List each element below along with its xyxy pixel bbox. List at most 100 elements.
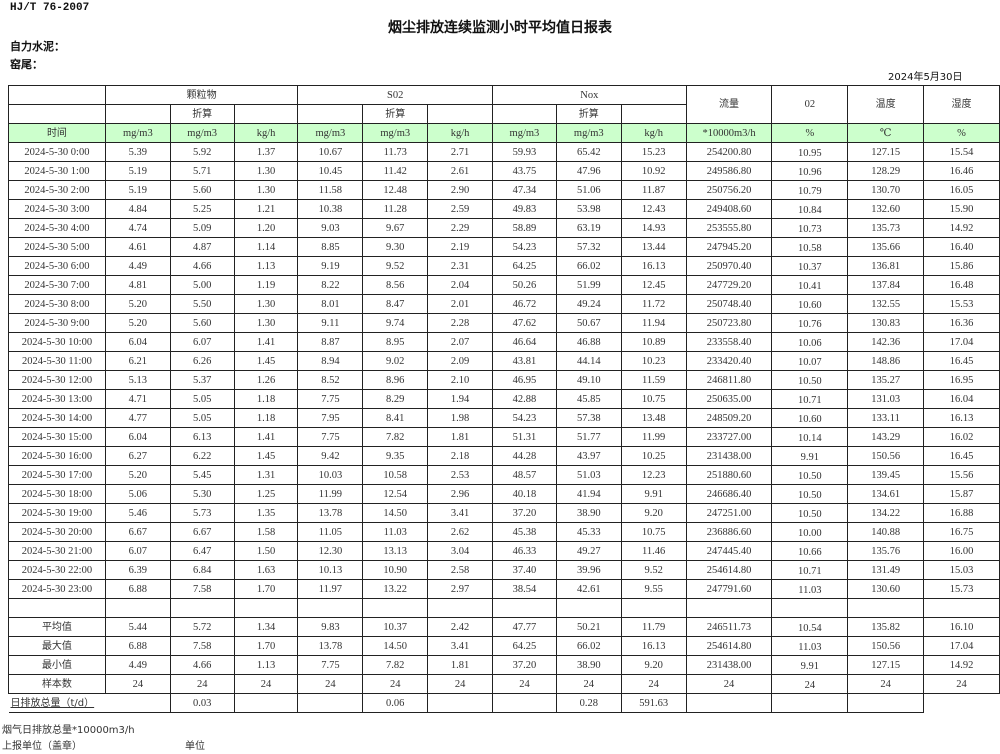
value-cell: 47.62 bbox=[492, 313, 557, 333]
value-cell: 8.52 bbox=[297, 370, 364, 390]
stats-value: 24 bbox=[362, 674, 429, 694]
value-cell: 135.66 bbox=[847, 237, 925, 257]
value-cell: 134.61 bbox=[847, 484, 925, 504]
time-cell: 2024-5-30 22:00 bbox=[8, 560, 106, 580]
value-cell: 47.34 bbox=[492, 180, 557, 200]
table-row: 2024-5-30 23:00 6.88 7.58 1.70 11.97 13.22 2.9… bbox=[8, 579, 1000, 599]
value-cell: 1.45 bbox=[233, 446, 299, 466]
value-cell: 59.93 bbox=[492, 142, 557, 162]
value-cell: 1.30 bbox=[233, 180, 299, 200]
value-cell: 51.99 bbox=[555, 275, 622, 295]
value-cell: 38.54 bbox=[492, 579, 557, 599]
value-cell: 2.58 bbox=[427, 560, 493, 580]
unit-cell: kg/h bbox=[620, 123, 687, 143]
value-cell: 11.46 bbox=[620, 541, 687, 561]
value-cell: 6.04 bbox=[104, 332, 171, 352]
stats-value: 254614.80 bbox=[685, 636, 773, 656]
value-cell: 11.03 bbox=[362, 522, 429, 542]
table-row: 2024-5-30 4:00 4.74 5.09 1.20 9.03 9.67 2.29 58… bbox=[8, 218, 1000, 238]
value-cell: 6.26 bbox=[169, 351, 235, 371]
value-cell: 51.31 bbox=[492, 427, 557, 447]
value-cell: 2.01 bbox=[427, 294, 493, 314]
value-cell: 2.90 bbox=[427, 180, 493, 200]
stats-value: 231438.00 bbox=[685, 655, 773, 675]
value-cell: 16.45 bbox=[923, 351, 1000, 371]
value-cell: 15.87 bbox=[923, 484, 1000, 504]
table-row: 2024-5-30 8:00 5.20 5.50 1.30 8.01 8.47 2.01 46… bbox=[8, 294, 1000, 314]
value-cell: 58.89 bbox=[492, 218, 557, 238]
value-cell: 6.39 bbox=[104, 560, 171, 580]
value-cell: 9.35 bbox=[362, 446, 429, 466]
value-cell: 130.60 bbox=[847, 579, 925, 599]
value-cell: 46.72 bbox=[492, 294, 557, 314]
header-temperature: 温度 bbox=[847, 85, 925, 124]
value-cell: 5.19 bbox=[104, 161, 171, 181]
empty-cell bbox=[233, 598, 299, 618]
value-cell: 135.76 bbox=[847, 541, 925, 561]
value-cell: 5.06 bbox=[104, 484, 171, 504]
value-cell: 2.07 bbox=[427, 332, 493, 352]
value-cell: 16.48 bbox=[923, 275, 1000, 295]
value-cell: 10.90 bbox=[362, 560, 429, 580]
value-cell: 8.41 bbox=[362, 408, 429, 428]
value-cell: 247729.20 bbox=[685, 275, 773, 295]
empty-cell bbox=[427, 598, 493, 618]
value-cell: 17.04 bbox=[923, 332, 1000, 352]
value-cell: 11.28 bbox=[362, 199, 429, 219]
daily-total-value bbox=[847, 693, 925, 713]
time-cell: 2024-5-30 21:00 bbox=[8, 541, 106, 561]
stats-value: 1.81 bbox=[427, 655, 493, 675]
value-cell: 7.75 bbox=[297, 427, 364, 447]
value-cell: 64.25 bbox=[492, 256, 557, 276]
value-cell: 6.21 bbox=[104, 351, 171, 371]
time-cell: 2024-5-30 11:00 bbox=[8, 351, 106, 371]
stats-value: 11.03 bbox=[771, 636, 849, 656]
report-title: 烟尘排放连续监测小时平均值日报表 bbox=[388, 20, 612, 36]
value-cell: 54.23 bbox=[492, 408, 557, 428]
value-cell: 2.97 bbox=[427, 579, 493, 599]
stats-value: 7.58 bbox=[169, 636, 235, 656]
value-cell: 43.81 bbox=[492, 351, 557, 371]
value-cell: 6.04 bbox=[104, 427, 171, 447]
reporter-label: 上报单位（盖章） bbox=[2, 741, 82, 752]
stats-value: 24 bbox=[771, 674, 849, 694]
value-cell: 1.94 bbox=[427, 389, 493, 409]
value-cell: 142.36 bbox=[847, 332, 925, 352]
time-cell: 2024-5-30 20:00 bbox=[8, 522, 106, 542]
stats-value: 24 bbox=[104, 674, 171, 694]
stats-value: 24 bbox=[847, 674, 925, 694]
value-cell: 2.53 bbox=[427, 465, 493, 485]
header-flow: 流量 bbox=[685, 85, 773, 124]
value-cell: 5.19 bbox=[104, 180, 171, 200]
value-cell: 15.54 bbox=[923, 142, 1000, 162]
value-cell: 132.60 bbox=[847, 199, 925, 219]
table-row: 2024-5-30 2:00 5.19 5.60 1.30 11.58 12.48 2.90… bbox=[8, 180, 1000, 200]
value-cell: 12.54 bbox=[362, 484, 429, 504]
value-cell: 15.03 bbox=[923, 560, 1000, 580]
value-cell: 130.70 bbox=[847, 180, 925, 200]
value-cell: 5.39 bbox=[104, 142, 171, 162]
header-humidity: 湿度 bbox=[923, 85, 1000, 124]
value-cell: 42.61 bbox=[555, 579, 622, 599]
header-particulate: 颗粒物 bbox=[104, 85, 299, 105]
value-cell: 13.78 bbox=[297, 503, 364, 523]
value-cell: 4.49 bbox=[104, 256, 171, 276]
value-cell: 14.93 bbox=[620, 218, 687, 238]
value-cell: 249586.80 bbox=[685, 161, 773, 181]
value-cell: 131.03 bbox=[847, 389, 925, 409]
value-cell: 5.60 bbox=[169, 313, 235, 333]
value-cell: 10.75 bbox=[620, 522, 687, 542]
value-cell: 47.96 bbox=[555, 161, 622, 181]
value-cell: 46.88 bbox=[555, 332, 622, 352]
unit-cell: kg/h bbox=[427, 123, 493, 143]
value-cell: 10.60 bbox=[771, 294, 849, 314]
value-cell: 13.48 bbox=[620, 408, 687, 428]
table-row: 2024-5-30 0:00 5.39 5.92 1.37 10.67 11.73 2.71… bbox=[8, 142, 1000, 162]
daily-total-value bbox=[771, 693, 849, 713]
value-cell: 233558.40 bbox=[685, 332, 773, 352]
empty-cell bbox=[620, 598, 687, 618]
stats-value: 38.90 bbox=[555, 655, 622, 675]
unit-cell: mg/m3 bbox=[362, 123, 429, 143]
header-converted: 折算 bbox=[362, 104, 429, 124]
time-cell: 2024-5-30 0:00 bbox=[8, 142, 106, 162]
